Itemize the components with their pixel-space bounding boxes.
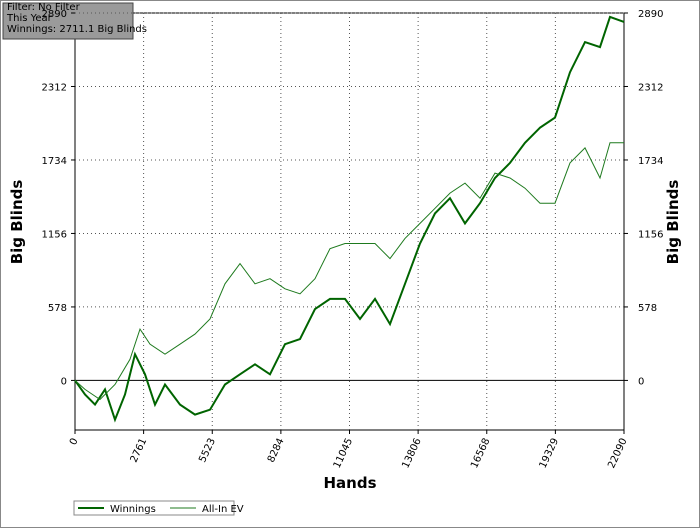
y2-tick-label: 1156 bbox=[638, 229, 663, 240]
x-axis-title: Hands bbox=[323, 474, 376, 492]
y-tick-label: 2890 bbox=[42, 9, 67, 20]
y-tick-label: 1734 bbox=[42, 156, 67, 167]
legend-label: All-In EV bbox=[202, 504, 244, 515]
x-tick-label: 0 bbox=[68, 437, 81, 447]
info-box bbox=[2, 2, 134, 40]
y2-axis-title: Big Blinds bbox=[664, 180, 682, 265]
y2-tick-label: 2312 bbox=[638, 82, 663, 93]
y-tick-label: 1156 bbox=[42, 229, 67, 240]
series-line bbox=[74, 15, 625, 423]
y2-tick-label: 2890 bbox=[638, 9, 663, 20]
info-line: Winnings: 2711.1 Big Blinds bbox=[7, 24, 147, 35]
y2-tick-label: 578 bbox=[638, 303, 657, 314]
info-line: Filter: No Filter bbox=[7, 2, 81, 13]
y2-tick-label: 1734 bbox=[638, 156, 663, 167]
legend-label: Winnings bbox=[110, 504, 156, 515]
y-axis-title: Big Blinds bbox=[8, 180, 26, 265]
legend bbox=[73, 500, 235, 516]
y-tick-label: 0 bbox=[61, 376, 67, 387]
series-line bbox=[74, 142, 624, 401]
info-line: This Year bbox=[6, 13, 53, 24]
y-tick-label: 2312 bbox=[42, 82, 67, 93]
y2-tick-label: 0 bbox=[638, 376, 644, 387]
y-tick-label: 578 bbox=[48, 303, 67, 314]
